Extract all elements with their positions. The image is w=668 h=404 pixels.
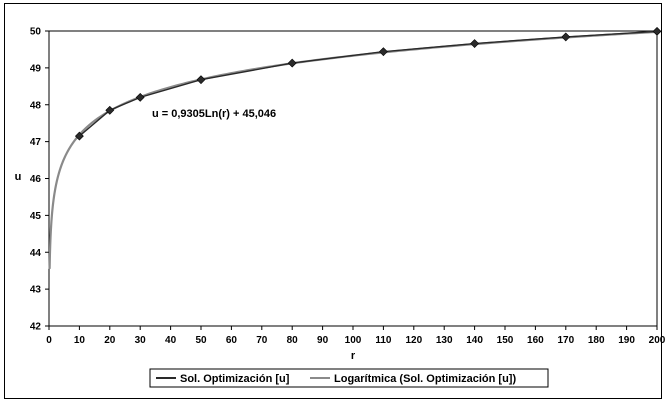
legend-box [149, 368, 549, 388]
y-axis-title: u [15, 171, 22, 183]
x-tick-label: 100 [345, 335, 362, 346]
data-point-marker [287, 58, 297, 68]
trendline-equation: u = 0,9305Ln(r) + 45,046 [152, 108, 276, 120]
x-tick-label: 200 [649, 335, 666, 346]
x-tick-label: 120 [405, 335, 422, 346]
data-point-marker [470, 39, 480, 48]
x-tick-label: 110 [375, 335, 392, 346]
x-tick-label: 150 [497, 335, 514, 346]
x-tick-label: 160 [527, 335, 544, 346]
x-tick-label: 30 [135, 335, 147, 346]
data-point-marker [378, 47, 388, 57]
x-tick-label: 190 [618, 335, 635, 346]
x-tick-label: 80 [287, 335, 299, 346]
data-point-marker [561, 32, 571, 42]
x-tick-label: 180 [588, 335, 605, 346]
legend-label-series: Sol. Optimización [u] [180, 373, 290, 385]
x-axis-ticks: 0 10 20 30 40 50 60 70 80 90 100 110 120 130 140 150 160… [46, 326, 666, 346]
x-tick-label: 40 [165, 335, 177, 346]
x-tick-label: 0 [46, 335, 52, 346]
y-tick-label: 45 [30, 211, 42, 222]
x-axis-title: r [351, 350, 356, 362]
plot-area [48, 30, 658, 327]
data-point-marker [105, 105, 115, 115]
data-point-marker [196, 75, 206, 85]
data-point-marker [652, 26, 662, 36]
series-markers [74, 26, 662, 141]
x-tick-label: 140 [466, 335, 483, 346]
data-point-marker [74, 131, 84, 141]
x-tick-label: 90 [317, 335, 329, 346]
y-tick-label: 47 [30, 137, 42, 148]
y-tick-label: 50 [30, 27, 42, 38]
x-tick-label: 20 [104, 335, 116, 346]
x-tick-label: 50 [195, 335, 207, 346]
y-tick-label: 42 [30, 322, 42, 333]
y-axis-ticks: 42 43 44 45 46 47 48 49 50 [30, 27, 49, 333]
y-tick-label: 43 [30, 285, 42, 296]
y-tick-label: 44 [30, 248, 42, 259]
x-tick-label: 130 [436, 335, 453, 346]
x-tick-label: 10 [74, 335, 86, 346]
data-point-marker [135, 92, 145, 102]
y-tick-label: 46 [30, 174, 42, 185]
y-tick-label: 49 [30, 63, 42, 74]
x-tick-label: 70 [256, 335, 268, 346]
x-tick-label: 170 [557, 335, 574, 346]
legend: Sol. Optimización [u] Logarítmica (Sol. … [149, 368, 549, 388]
legend-label-trendline: Logarítmica (Sol. Optimización [u]) [334, 373, 516, 385]
x-tick-label: 60 [226, 335, 238, 346]
y-tick-label: 48 [30, 100, 42, 111]
